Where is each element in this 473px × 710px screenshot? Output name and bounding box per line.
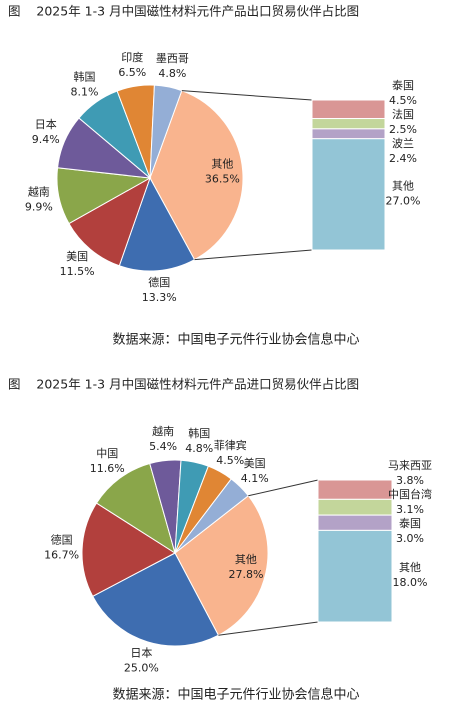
slice-label: 德国	[51, 532, 73, 546]
slice-label: 德国	[148, 275, 170, 289]
slice-label: 韩国	[188, 426, 210, 440]
pie-slice	[95, 462, 176, 555]
bar-value: 27.0%	[386, 194, 421, 207]
slice-value: 11.6%	[90, 462, 125, 475]
slice-label: 印度	[121, 50, 143, 64]
slice-label: 日本	[35, 117, 57, 131]
source-note: 数据来源：中国电子元件行业协会信息中心	[112, 687, 359, 703]
pie-slice	[174, 478, 249, 554]
pie-slice	[174, 495, 269, 636]
pie-slice	[68, 176, 151, 267]
slice-label: 日本	[130, 645, 152, 659]
connector	[248, 479, 319, 497]
pie-slice	[118, 176, 196, 272]
bar-segment	[311, 128, 386, 140]
bar-value: 2.4%	[389, 152, 417, 165]
slice-label: 菲律宾	[214, 438, 247, 452]
bar-segment	[317, 529, 393, 623]
source-note: 数据来源：中国电子元件行业协会信息中心	[112, 332, 359, 348]
slice-value: 11.5%	[60, 265, 95, 278]
chart-title: 图 2025年 1-3 月中国磁性材料元件产品进口贸易伙伴占比图	[8, 377, 359, 392]
bar-value: 3.1%	[396, 503, 424, 516]
pie-slice	[92, 552, 220, 647]
slice-value: 25.0%	[124, 661, 159, 674]
slice-value: 16.7%	[44, 548, 79, 561]
slice-value: 27.8%	[228, 568, 263, 581]
bar-label: 马来西亚	[388, 459, 432, 472]
slice-value: 8.1%	[71, 85, 99, 98]
connector	[218, 621, 319, 636]
bar-segment	[317, 498, 393, 516]
bar-label: 中国台湾	[388, 487, 432, 501]
slice-value: 9.9%	[25, 201, 53, 214]
bar-label: 泰国	[392, 78, 414, 92]
slice-value: 4.5%	[216, 454, 244, 467]
pie-slice	[149, 84, 183, 179]
bar-value: 3.8%	[396, 474, 424, 487]
slice-label: 越南	[152, 424, 174, 438]
bar-label: 其他	[399, 561, 421, 574]
bar-label: 其他	[392, 179, 414, 192]
bar-label: 法国	[392, 107, 414, 121]
slice-value: 4.8%	[185, 442, 213, 455]
chart-title: 图 2025年 1-3 月中国磁性材料元件产品出口贸易伙伴占比图	[8, 4, 359, 19]
slice-label: 中国	[96, 447, 118, 460]
slice-value: 6.5%	[118, 66, 146, 79]
slice-label: 美国	[66, 250, 88, 263]
bar-segment	[311, 138, 386, 251]
pie-slice	[149, 89, 244, 261]
slice-value: 4.8%	[158, 67, 186, 80]
bar-segment	[317, 479, 393, 500]
connector	[194, 249, 313, 261]
slice-label: 美国	[244, 457, 266, 470]
slice-label: 其他	[211, 158, 233, 171]
bar-value: 3.0%	[396, 532, 424, 545]
bar-segment	[311, 99, 386, 120]
slice-value: 5.4%	[149, 440, 177, 453]
slice-value: 9.4%	[32, 133, 60, 146]
bar-segment	[317, 514, 393, 531]
slice-value: 36.5%	[205, 173, 240, 186]
connector	[181, 90, 313, 101]
bar-segment	[311, 118, 386, 130]
slice-label: 其他	[235, 553, 257, 566]
slice-value: 13.3%	[142, 291, 177, 304]
slice-label: 韩国	[74, 69, 96, 83]
slice-label: 越南	[28, 185, 50, 199]
bar-value: 18.0%	[393, 576, 428, 589]
bar-label: 波兰	[392, 137, 414, 150]
bar-label: 泰国	[399, 516, 421, 530]
slice-label: 墨西哥	[156, 52, 189, 65]
bar-value: 2.5%	[389, 123, 417, 136]
slice-value: 4.1%	[241, 472, 269, 485]
bar-value: 4.5%	[389, 94, 417, 107]
pie-slice	[81, 502, 176, 597]
